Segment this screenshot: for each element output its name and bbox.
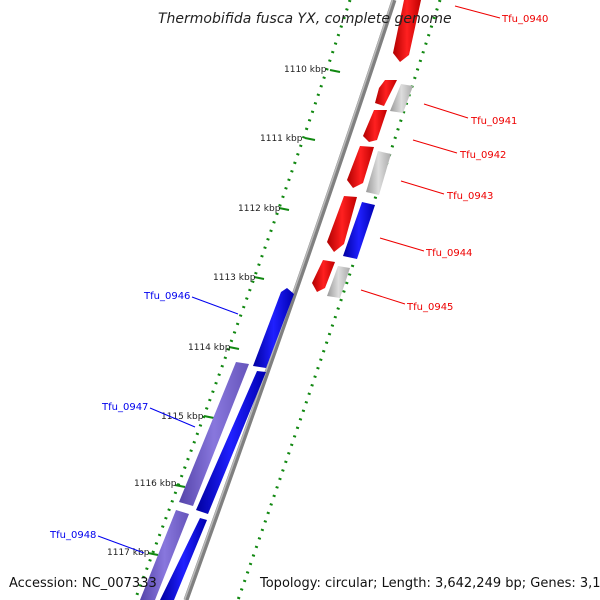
gene-label-tfu-0946[interactable]: Tfu_0946 [143,291,190,302]
tick-label: 1112 kbp [238,204,281,214]
leader-line [454,5,501,19]
leader-line [191,296,239,315]
tick-mark [278,207,290,211]
gene-gray-2[interactable] [366,151,391,195]
gene-label-tfu-0943[interactable]: Tfu_0943 [446,191,493,202]
tick-label: 1111 kbp [260,134,303,144]
leader-lines-right [360,5,501,305]
tick-label: 1114 kbp [188,343,231,353]
leader-line [149,407,196,428]
tick-label: 1116 kbp [134,479,177,489]
tick-mark [228,346,240,350]
tick-marks [147,69,341,556]
map-title: Thermobifida fusca YX, complete genome [158,11,452,27]
leader-line [97,535,145,554]
reverse-genes-left [140,288,294,600]
gene-label-tfu-0940[interactable]: Tfu_0940 [501,14,548,25]
gene-label-tfu-0945[interactable]: Tfu_0945 [406,302,453,313]
leader-line [379,237,425,252]
gc-dotted-track-right [236,0,442,600]
gene-tfu-0944[interactable] [327,196,357,252]
tick-mark [147,552,159,556]
reverse-genes-right [327,84,413,298]
forward-genes [312,0,421,292]
tick-label: 1117 kbp [107,548,150,558]
accession-text: Accession: NC_007333 [9,576,157,591]
tick-label: 1115 kbp [161,412,204,422]
leader-line [400,180,445,195]
tick-mark [174,484,186,488]
tick-mark [304,137,316,141]
gene-tfu-0948[interactable] [140,510,189,600]
tick-mark [253,276,265,280]
gene-label-tfu-0947[interactable]: Tfu_0947 [101,402,148,413]
tick-mark [329,69,341,73]
gene-tfu-0948-inner[interactable] [160,518,207,600]
gene-tfu-0947-inner[interactable] [196,371,266,514]
leader-line [412,139,458,154]
leader-lines-left [97,296,239,554]
gene-tfu-0945[interactable] [312,260,335,292]
leader-line [423,103,469,119]
gene-label-tfu-0941[interactable]: Tfu_0941 [470,116,517,127]
gene-label-tfu-0942[interactable]: Tfu_0942 [459,150,506,161]
tick-label: 1113 kbp [213,273,256,283]
gene-gray-3[interactable] [327,266,350,298]
gene-tfu-0940[interactable] [393,0,421,62]
gene-tfu-0941-arrow[interactable] [375,80,397,106]
gene-tfu-0943[interactable] [347,146,374,188]
gene-gray-1[interactable] [390,84,413,113]
tick-mark [203,415,215,419]
gene-tfu-0947[interactable] [179,362,249,506]
tick-label: 1110 kbp [284,65,327,75]
gene-label-tfu-0948[interactable]: Tfu_0948 [49,530,96,541]
gene-blue-1[interactable] [343,202,375,259]
gene-tfu-0942[interactable] [363,110,387,142]
genome-backbone-highlight [183,0,394,600]
genome-backbone [183,0,397,600]
gene-tfu-0946[interactable] [253,288,294,368]
gene-label-tfu-0944[interactable]: Tfu_0944 [425,248,472,259]
leader-line [360,289,406,305]
genome-stats-text: Topology: circular; Length: 3,642,249 bp… [259,576,600,591]
